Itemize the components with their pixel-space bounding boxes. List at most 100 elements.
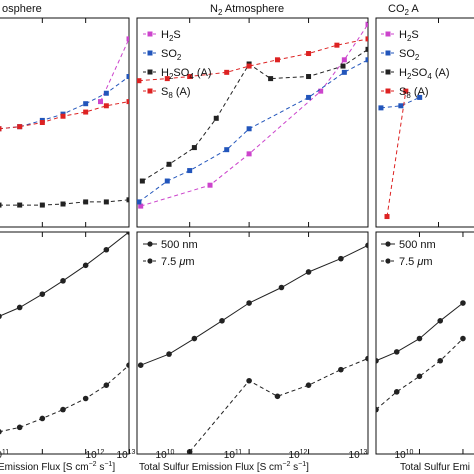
data-point [137,78,142,84]
data-point [166,351,172,357]
data-point [191,335,198,342]
data-point [83,199,89,205]
data-point [60,113,66,119]
plot-bottom-middle [137,232,369,454]
frame-top-left [0,17,130,228]
data-point [60,201,66,207]
legend-marker [147,258,153,264]
data-point [384,214,390,220]
series-line-h2s [140,24,368,207]
chart-tick-labels: 1011 1012 1010 1011 1012 1013 1010 1013 [0,449,414,461]
data-point [365,46,368,52]
data-point [365,36,368,42]
series-line-7-5-m [376,338,464,410]
legend-label: H2SO4 (A) [161,67,212,81]
data-point [365,57,368,63]
data-point [338,366,344,373]
series-line-so2 [0,76,129,130]
panel-title-middle: N2 Atmosphere [210,3,284,17]
data-point [17,124,23,130]
plot-area-top-right [378,88,423,220]
data-point [139,178,145,184]
data-point [138,203,144,209]
data-point [334,42,340,48]
data-point [164,178,170,184]
data-point [0,429,2,435]
chart-legends: H2S SO2 H2SO4 (A) S8 (A) H2S SO2 H2SO4 (A) S8 (… [143,29,450,268]
series-line-so2 [138,59,368,203]
legend-marker [385,50,391,56]
data-point [166,161,172,167]
legend-label: H2SO4 (A) [399,67,450,81]
data-point [460,335,466,342]
data-point [82,395,89,402]
series-line-s8-a- [386,91,407,217]
legend: 500 nm 7.5 μm [381,239,436,268]
data-point [83,101,89,107]
data-point [126,74,129,80]
data-point [274,393,281,400]
x-tick-label: 1013 [349,449,368,461]
plot-top-right [375,18,439,227]
data-point [246,151,252,157]
legend-marker [147,241,153,247]
legend-label: 500 nm [399,239,436,251]
data-point [376,406,379,413]
data-point [393,389,400,395]
series-line-7-5-m [0,364,129,433]
data-point [268,76,274,82]
frame-bottom-left [0,231,130,455]
x-axis-label-middle: Total Sulfur Emission Flux [S cm−2 s−1] [139,461,309,473]
data-point [274,57,280,63]
legend-label: S8 (A) [161,86,191,100]
frame-top-middle [136,17,369,228]
legend: 500 nm 7.5 μm [143,239,198,268]
data-point [219,318,225,324]
data-point [39,120,45,125]
data-point [0,313,2,319]
data-point [340,63,346,69]
series-line-s8-a- [138,38,368,82]
legend-marker [385,88,391,94]
legend-label: S8 (A) [399,86,429,100]
data-point [39,291,46,297]
data-point [103,382,110,388]
data-point [246,300,252,306]
data-point [126,36,129,42]
plot-area-bottom-left [0,232,129,435]
data-point [126,197,129,203]
data-point [17,202,23,208]
chart-marks [0,18,466,454]
plot-area-bottom-right [376,300,466,413]
legend-label: SO2 [399,48,420,62]
data-point [137,362,144,369]
data-point [393,349,400,355]
legend-marker [385,31,391,37]
legend-marker [147,31,153,37]
series-line-500-nm [376,302,464,362]
data-point [187,168,193,174]
data-point [16,304,23,311]
plot-bottom-right [375,232,466,454]
data-point [365,355,368,362]
data-point [103,90,109,96]
data-point [378,105,384,111]
x-axis-label-right: Total Sulfur Emi [400,462,470,473]
data-point [305,269,312,275]
series-line-h2s [100,38,129,102]
data-point [0,126,2,132]
legend-marker [147,69,153,75]
frame-bottom-middle [136,231,369,455]
data-point [306,51,312,57]
legend-label: H2S [399,29,419,43]
x-tick-label: 1011 [0,449,9,461]
data-point [126,99,129,105]
frame-top-right [375,17,474,228]
data-point [16,424,23,431]
x-tick-label: 1013 [117,449,136,461]
data-point [338,255,344,262]
data-point [191,145,197,151]
data-point [460,300,466,306]
legend-label: H2S [161,29,181,43]
data-point [224,147,230,153]
